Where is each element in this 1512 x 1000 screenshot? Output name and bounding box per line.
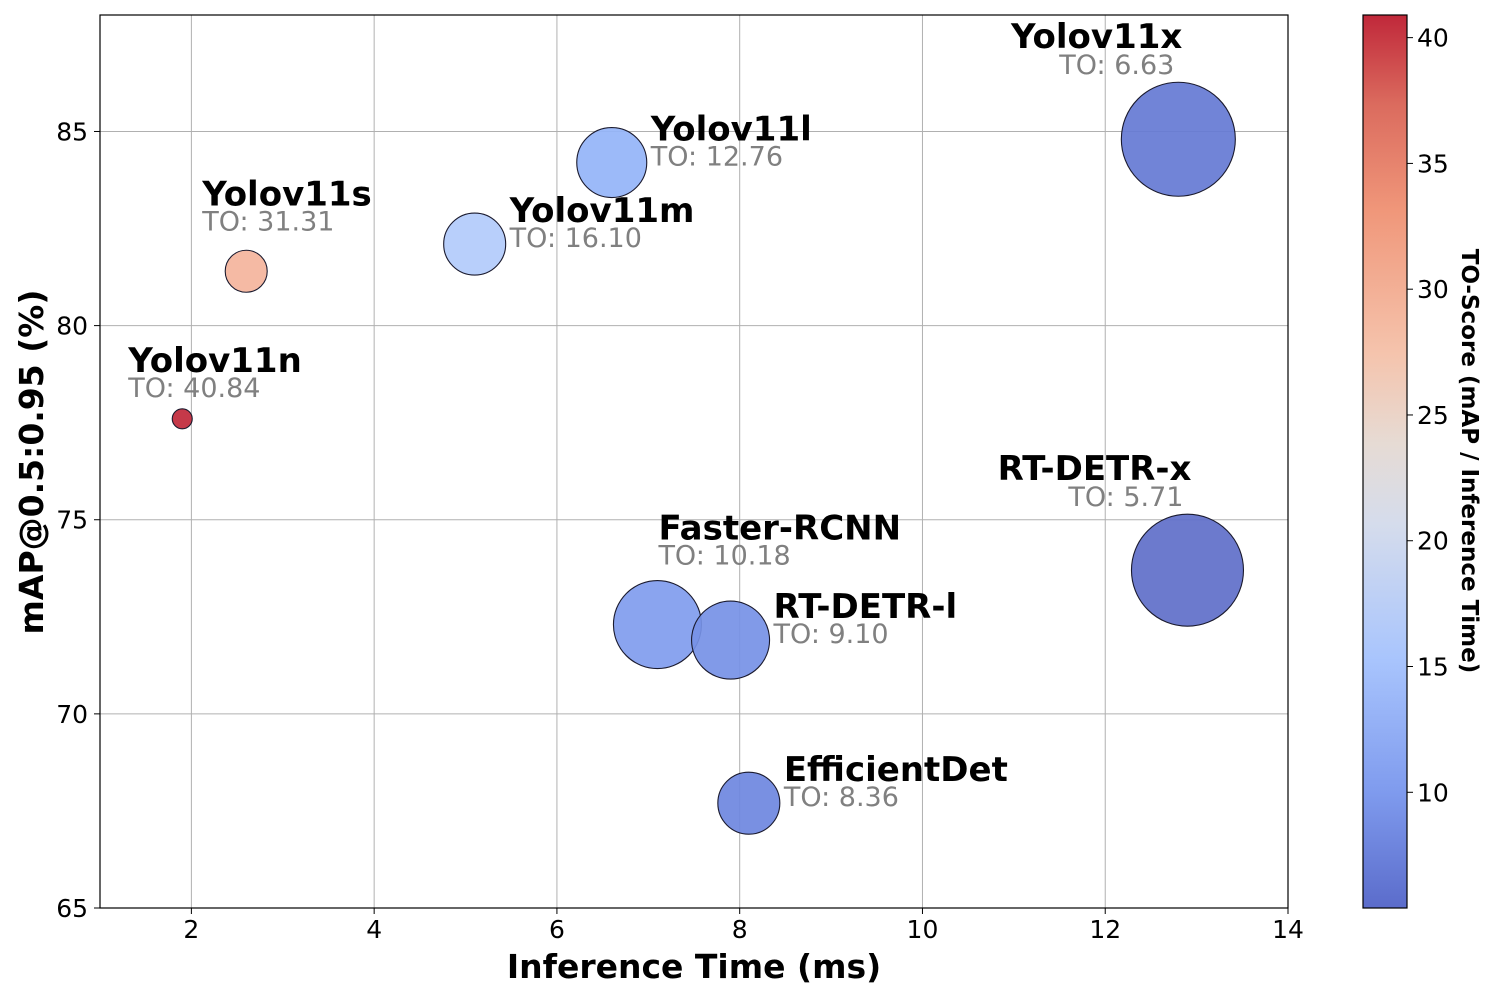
y-axis-ticks: 65 70 75 80 85	[56, 117, 100, 923]
bubble-yolov11s	[224, 249, 268, 293]
y-tick-label: 65	[56, 894, 88, 923]
x-axis-ticks: 2 4 6 8 10 12 14	[183, 908, 1304, 944]
colorbar	[1362, 14, 1408, 909]
point-score-label: TO: 12.76	[650, 142, 783, 173]
bubble-yolov11x	[1120, 81, 1236, 197]
colorbar-tick-label: 15	[1417, 653, 1449, 682]
point-score-label: TO: 8.36	[783, 782, 899, 813]
point-score-label: TO: 6.63	[1058, 50, 1174, 81]
y-tick-label: 85	[56, 117, 88, 146]
x-tick-label: 10	[907, 915, 939, 944]
y-tick-label: 70	[56, 700, 88, 729]
bubble-faster-rcnn	[612, 580, 702, 670]
plot-frame	[99, 14, 1289, 909]
x-tick-label: 2	[183, 915, 199, 944]
bubble-yolov11m	[443, 212, 507, 276]
colorbar-label: TO-Score (mAP / Inference Time)	[1456, 249, 1482, 673]
point-name-label: Yolov11n	[127, 341, 302, 381]
point-score-label: TO: 5.71	[1067, 482, 1183, 513]
x-tick-label: 8	[732, 915, 748, 944]
colorbar-tick-label: 30	[1417, 275, 1449, 304]
point-score-label: TO: 31.31	[201, 206, 334, 237]
bubble-efficientdet	[717, 771, 781, 835]
colorbar-tick-label: 40	[1417, 24, 1449, 53]
point-score-label: TO: 10.18	[657, 541, 790, 572]
bubble-rt-detr-x	[1130, 513, 1245, 627]
point-name-label: Yolov11m	[509, 191, 695, 231]
y-axis-label: mAP@0.5:0.95 (%)	[12, 290, 51, 635]
point-name-label: Yolov11s	[201, 174, 372, 214]
colorbar-tick-label: 10	[1417, 778, 1449, 807]
point-score-label: TO: 9.10	[773, 619, 889, 650]
x-tick-label: 14	[1272, 915, 1304, 944]
point-name-label: EfficientDet	[784, 750, 1008, 790]
grid-lines	[100, 15, 1289, 909]
point-name-label: RT-DETR-x	[998, 449, 1192, 489]
point-score-label: TO: 40.84	[127, 373, 260, 404]
x-axis-label: Inference Time (ms)	[507, 947, 881, 986]
bubble-yolov11n	[171, 408, 193, 430]
y-tick-label: 80	[56, 312, 88, 341]
colorbar-tick-label: 20	[1417, 527, 1449, 556]
x-tick-label: 6	[549, 915, 565, 944]
colorbar-ticks: 10 15 20 25 30 35 40	[1407, 24, 1449, 807]
colorbar-tick-label: 35	[1417, 149, 1449, 178]
bubble-yolov11l	[576, 126, 648, 199]
point-name-label: Yolov11l	[650, 110, 812, 150]
bubble-rt-detr-l	[691, 600, 771, 680]
point-name-label: Faster-RCNN	[658, 509, 901, 549]
y-tick-label: 75	[56, 506, 88, 535]
point-name-label: RT-DETR-l	[774, 587, 958, 627]
x-tick-label: 4	[366, 915, 382, 944]
point-score-label: TO: 16.10	[509, 223, 642, 254]
point-name-label: Yolov11x	[1010, 17, 1182, 57]
bubbles	[171, 81, 1245, 835]
colorbar-tick-label: 25	[1417, 401, 1449, 430]
x-tick-label: 12	[1089, 915, 1121, 944]
